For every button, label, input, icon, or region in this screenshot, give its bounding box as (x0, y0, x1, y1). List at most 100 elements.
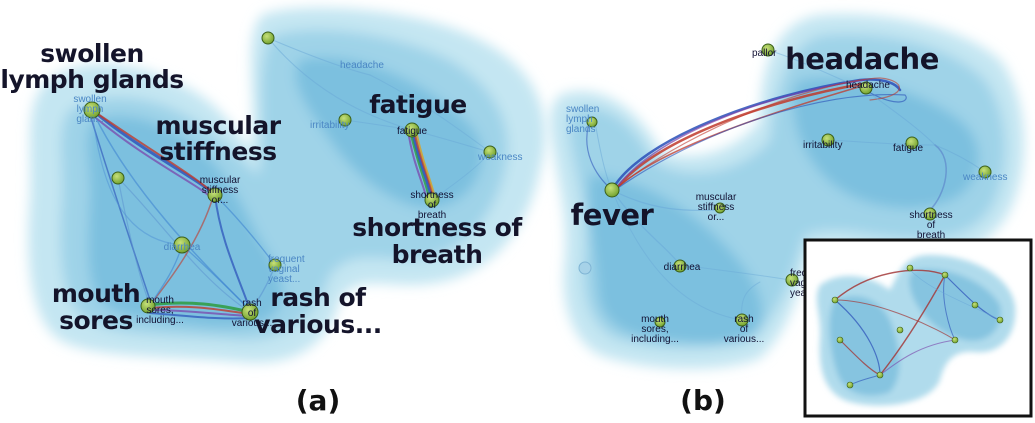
label-frequent-1: frequent (268, 254, 305, 265)
label-muscular-3: or... (212, 195, 229, 206)
node-headache-a (261, 31, 275, 45)
node-shortness-b (923, 207, 937, 221)
node-frequent (268, 258, 282, 272)
highlight-fatigue: fatigue (369, 90, 466, 119)
label-fatigue-b: fatigue (893, 143, 923, 154)
label-mouth-b-3: including... (631, 334, 679, 345)
node-mouth (140, 298, 156, 314)
panel-a-density-region (28, 7, 546, 363)
label-muscular-2: stiffness (202, 185, 239, 196)
label-weakness-a: weakness (477, 152, 522, 163)
label-rash-b-2: of (740, 324, 749, 335)
panel-a-caption: (a) (296, 384, 341, 417)
node-irritability (338, 113, 352, 127)
label-mouth-b-2: sores, (641, 324, 668, 335)
label-shortness-2: of (428, 200, 437, 211)
panel-b-highlight-labels: headache fever (571, 42, 940, 232)
highlight-rash-2: various... (254, 310, 381, 339)
label-frequent-3: yeast... (268, 274, 300, 285)
node-mouth-b (654, 316, 666, 328)
node-swollen (83, 101, 101, 119)
highlight-muscular-1: muscular (155, 111, 281, 140)
node-swollen-b (586, 116, 598, 128)
label-headache-b: headache (846, 80, 890, 91)
node-weakness (483, 145, 497, 159)
label-shortness-b-2: of (927, 220, 936, 231)
highlight-rash-1: rash of (270, 283, 367, 312)
label-rash-b-3: various... (724, 334, 765, 345)
label-swollen-b-3: glands (566, 124, 595, 135)
label-diarrhea-a: diarrhea (164, 242, 201, 253)
highlight-shortness-1: shortness of (352, 213, 523, 242)
node-fever (604, 182, 620, 198)
label-swollen-1: swollen (73, 94, 106, 105)
label-swollen-b-2: lymph (566, 114, 593, 125)
label-rash-1: rash (242, 298, 261, 309)
label-fatigue-a: fatigue (397, 126, 427, 137)
label-irritability-b: irritability (803, 140, 842, 151)
panel-b-node-labels: pallor headache swollen lymph glands irrit… (566, 48, 1007, 345)
highlight-swollen-2: lymph glands (0, 65, 183, 94)
highlight-mouth-2: sores (59, 306, 133, 335)
highlight-headache: headache (785, 42, 939, 76)
label-shortness-3: breath (418, 210, 446, 221)
label-mouth-b-1: mouth (641, 314, 669, 325)
label-rash-3: various... (232, 318, 273, 329)
node-irritability-b (821, 133, 835, 147)
node-pallor (761, 43, 775, 57)
highlight-muscular-2: stiffness (159, 137, 276, 166)
node-faded-b (578, 261, 592, 275)
highlight-fever: fever (571, 198, 655, 232)
panel-a-node-labels: swollen lymph glan... headache irritabilit… (73, 60, 522, 329)
panel-b-nodes (578, 43, 992, 328)
node-muscular (207, 187, 223, 203)
label-shortness-b-1: shortness (909, 210, 952, 221)
label-muscular-b-3: or... (708, 212, 725, 223)
highlight-swollen-1: swollen (40, 39, 144, 68)
node-headache-b (859, 81, 873, 95)
node-muscular-b (714, 202, 726, 214)
highlight-mouth-1: mouth (52, 279, 140, 308)
label-mouth-2: sores, (146, 305, 173, 316)
node-rash (241, 303, 259, 321)
panel-b-caption: (b) (680, 384, 726, 417)
panel-a-nodes (83, 31, 497, 321)
label-swollen-3: glan... (76, 114, 103, 125)
node-rash-b (735, 313, 749, 327)
label-rash-2: of (248, 308, 257, 319)
label-shortness-b-3: breath (917, 230, 945, 241)
panel-b: pallor headache swollen lymph glands irrit… (550, 14, 1033, 418)
label-muscular-1: muscular (200, 175, 241, 186)
label-diarrhea-b: diarrhea (664, 262, 701, 273)
label-weakness-b: weakness (962, 172, 1007, 183)
panel-a: swollen lymph glan... headache irritabilit… (0, 7, 546, 417)
node-weakness-b (978, 165, 992, 179)
node-unlabeled (111, 171, 125, 185)
label-rash-b-1: rash (734, 314, 753, 325)
label-headache-a: headache (340, 60, 384, 71)
label-frequent-2: vaginal (268, 264, 300, 275)
overview-inset (803, 238, 1033, 418)
label-swollen-b-1: swollen (566, 104, 599, 115)
panel-a-highlight-labels: swollen lymph glands muscular stiffness fa… (0, 39, 523, 339)
label-shortness-1: shortness (410, 190, 453, 201)
highlight-shortness-2: breath (392, 240, 483, 269)
node-diarrhea-b (673, 259, 687, 273)
node-frequent-b (785, 273, 799, 287)
label-muscular-b-1: muscular (696, 192, 737, 203)
